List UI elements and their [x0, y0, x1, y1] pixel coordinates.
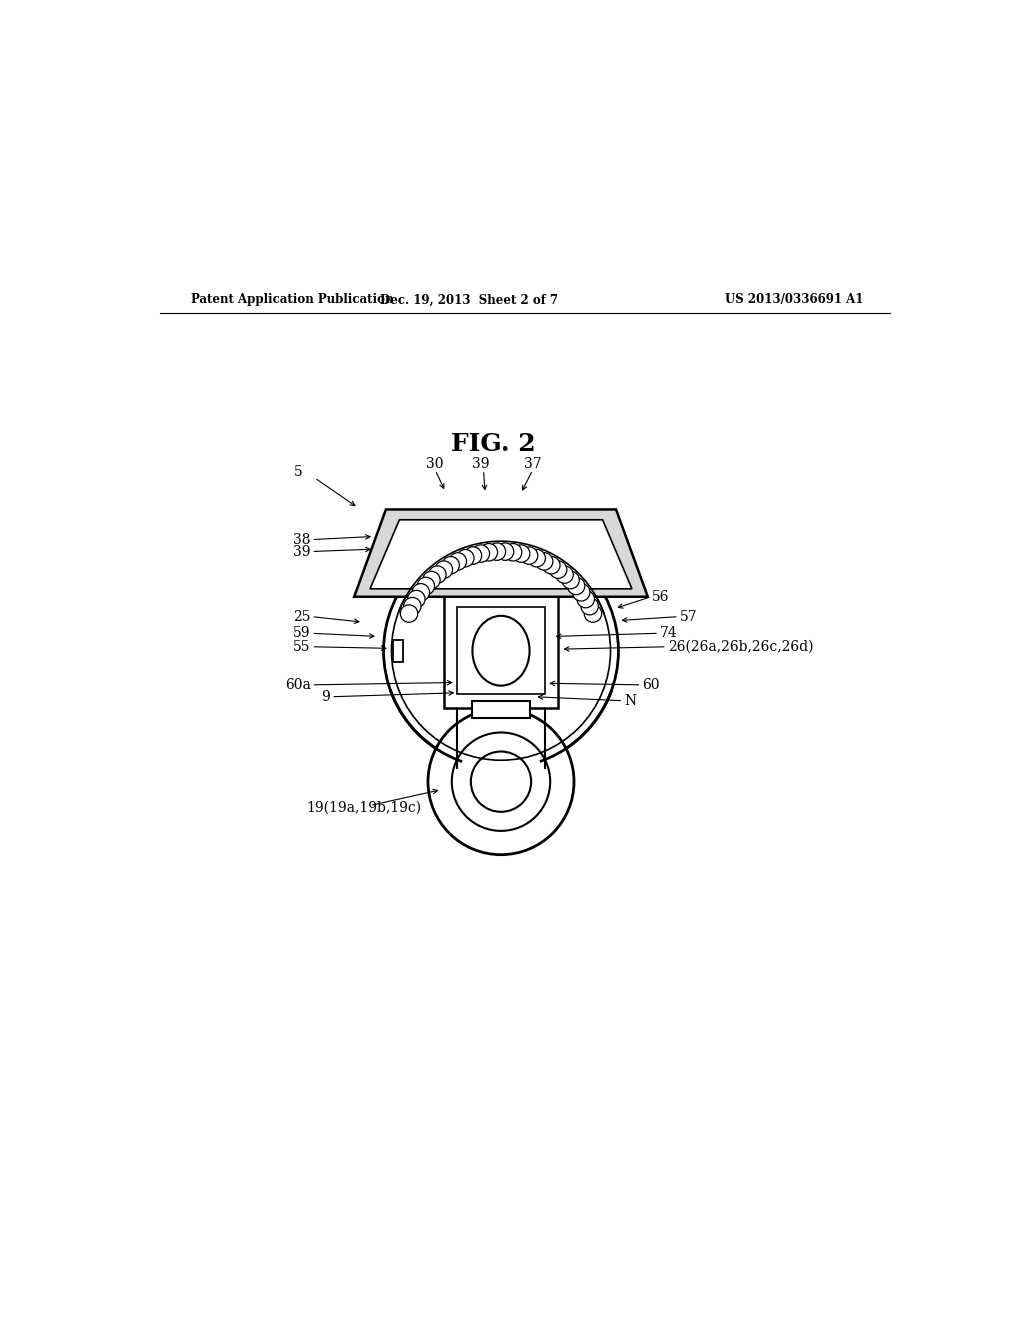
Circle shape — [505, 544, 522, 561]
Circle shape — [417, 577, 434, 595]
Circle shape — [536, 553, 553, 570]
Text: 55: 55 — [293, 640, 310, 653]
Circle shape — [408, 590, 425, 607]
Text: 60: 60 — [642, 678, 659, 692]
Circle shape — [550, 561, 567, 578]
Circle shape — [520, 546, 538, 565]
Text: US 2013/0336691 A1: US 2013/0336691 A1 — [725, 293, 864, 306]
Text: 74: 74 — [659, 626, 678, 640]
Circle shape — [428, 709, 574, 854]
Circle shape — [567, 577, 585, 595]
Text: FIG. 2: FIG. 2 — [451, 433, 536, 457]
Circle shape — [472, 545, 489, 562]
Text: 25: 25 — [293, 610, 310, 623]
Circle shape — [581, 598, 598, 615]
Circle shape — [572, 583, 590, 601]
Circle shape — [400, 605, 418, 622]
Circle shape — [429, 566, 446, 583]
Text: 19(19a,19b,19c): 19(19a,19b,19c) — [306, 801, 422, 814]
Circle shape — [384, 533, 618, 768]
Text: 30: 30 — [426, 457, 443, 471]
Text: 37: 37 — [524, 457, 542, 471]
Circle shape — [577, 590, 594, 607]
Text: 26(26a,26b,26c,26d): 26(26a,26b,26c,26d) — [668, 640, 813, 653]
Circle shape — [423, 572, 440, 589]
Text: Dec. 19, 2013  Sheet 2 of 7: Dec. 19, 2013 Sheet 2 of 7 — [380, 293, 558, 306]
Text: 60a: 60a — [285, 678, 310, 692]
Circle shape — [412, 583, 429, 601]
Circle shape — [543, 557, 560, 574]
Circle shape — [556, 566, 573, 583]
Text: Patent Application Publication: Patent Application Publication — [191, 293, 394, 306]
Circle shape — [585, 605, 602, 622]
Circle shape — [435, 561, 453, 578]
Bar — [458, 607, 545, 694]
Polygon shape — [354, 510, 648, 597]
Circle shape — [562, 572, 580, 589]
Bar — [393, 640, 403, 661]
Text: N: N — [624, 694, 636, 708]
Bar — [443, 594, 558, 708]
Text: 57: 57 — [680, 610, 697, 623]
Circle shape — [464, 546, 481, 565]
Text: 38: 38 — [293, 533, 310, 546]
Circle shape — [488, 543, 506, 561]
Text: 5: 5 — [294, 465, 303, 479]
Circle shape — [512, 545, 529, 562]
Circle shape — [528, 549, 546, 566]
Circle shape — [442, 557, 460, 574]
Circle shape — [457, 549, 474, 566]
Circle shape — [480, 544, 498, 561]
Text: 39: 39 — [472, 457, 489, 471]
Text: 9: 9 — [322, 690, 331, 704]
Circle shape — [403, 598, 421, 615]
Text: 39: 39 — [293, 545, 310, 558]
Bar — [472, 701, 529, 718]
Circle shape — [450, 553, 467, 570]
Polygon shape — [370, 520, 632, 589]
Text: 59: 59 — [293, 626, 310, 640]
Ellipse shape — [472, 616, 529, 685]
Text: 56: 56 — [652, 590, 670, 603]
Circle shape — [497, 543, 514, 561]
